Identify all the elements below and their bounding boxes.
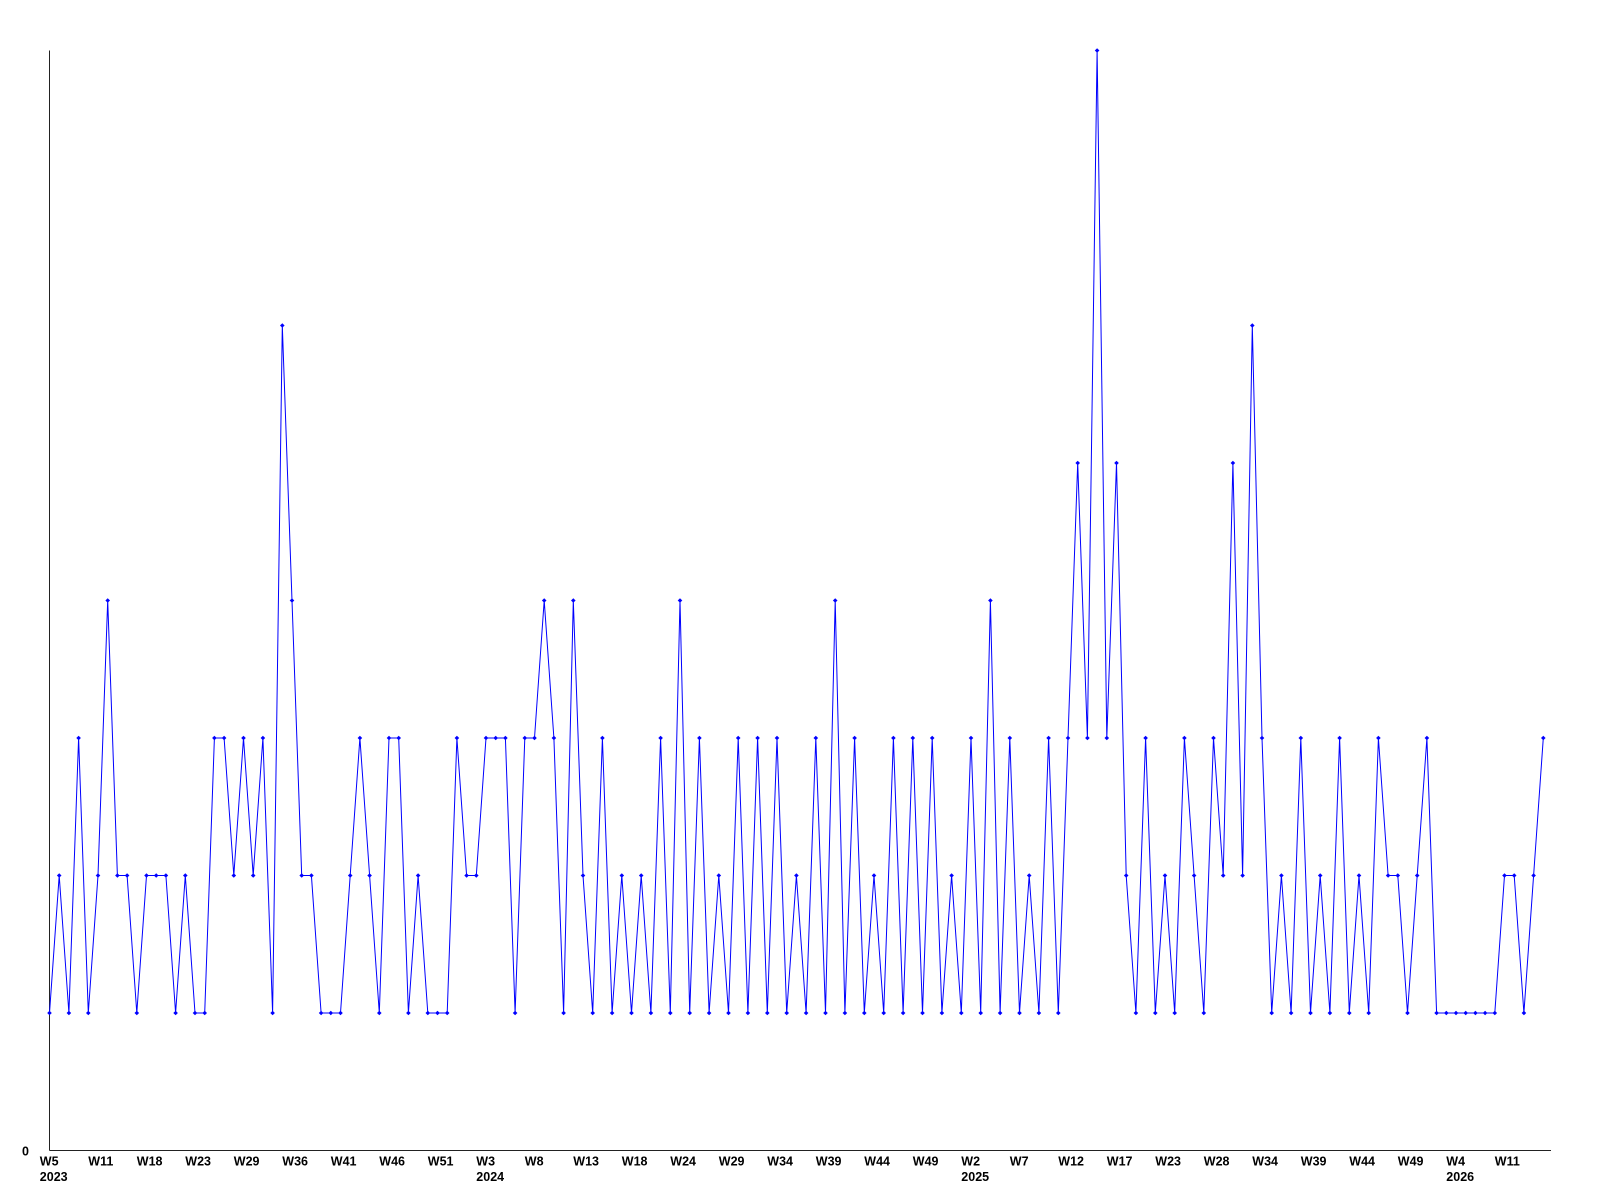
svg-text:W39: W39 [816, 1155, 842, 1169]
svg-text:W3: W3 [476, 1155, 495, 1169]
svg-text:W5: W5 [40, 1155, 59, 1169]
svg-text:W49: W49 [1398, 1155, 1424, 1169]
svg-text:W29: W29 [234, 1155, 260, 1169]
svg-text:W51: W51 [428, 1155, 454, 1169]
svg-text:W8: W8 [525, 1155, 544, 1169]
svg-text:W24: W24 [670, 1155, 696, 1169]
svg-text:W11: W11 [1495, 1155, 1520, 1169]
svg-text:W7: W7 [1010, 1155, 1029, 1169]
svg-text:W23: W23 [185, 1155, 211, 1169]
svg-text:W39: W39 [1301, 1155, 1327, 1169]
svg-text:W49: W49 [913, 1155, 939, 1169]
svg-text:W44: W44 [864, 1155, 890, 1169]
svg-text:2026: 2026 [1446, 1170, 1474, 1184]
svg-text:W34: W34 [767, 1155, 793, 1169]
svg-text:0: 0 [22, 1145, 29, 1159]
svg-text:W12: W12 [1058, 1155, 1084, 1169]
svg-text:W4: W4 [1446, 1155, 1465, 1169]
svg-text:W34: W34 [1252, 1155, 1278, 1169]
svg-text:2025: 2025 [961, 1170, 989, 1184]
svg-text:W18: W18 [622, 1155, 648, 1169]
svg-text:W44: W44 [1349, 1155, 1375, 1169]
svg-text:W18: W18 [137, 1155, 163, 1169]
svg-text:W2: W2 [961, 1155, 980, 1169]
svg-text:W28: W28 [1204, 1155, 1230, 1169]
svg-text:2023: 2023 [40, 1170, 68, 1184]
svg-text:W29: W29 [719, 1155, 745, 1169]
svg-text:2024: 2024 [476, 1170, 504, 1184]
svg-text:W11: W11 [88, 1155, 113, 1169]
svg-text:W36: W36 [282, 1155, 308, 1169]
svg-text:W17: W17 [1107, 1155, 1133, 1169]
svg-text:W41: W41 [331, 1155, 357, 1169]
svg-text:W46: W46 [379, 1155, 405, 1169]
svg-text:W23: W23 [1155, 1155, 1181, 1169]
svg-text:W13: W13 [573, 1155, 599, 1169]
